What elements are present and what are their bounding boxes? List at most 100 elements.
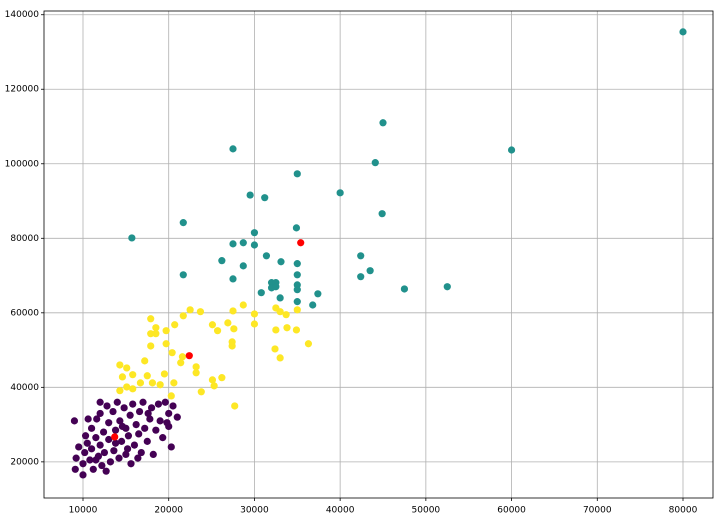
scatter-point	[231, 402, 239, 410]
scatter-point	[192, 369, 200, 377]
x-tick-label: 20000	[154, 506, 183, 516]
scatter-point	[250, 229, 259, 237]
scatter-point	[257, 289, 265, 297]
scatter-point	[118, 373, 127, 381]
y-tick-label: 80000	[10, 234, 39, 244]
scatter-point	[89, 465, 97, 473]
scatter-point	[239, 301, 247, 309]
x-tick-label: 80000	[669, 506, 698, 516]
scatter-point	[309, 301, 317, 309]
grid	[44, 11, 713, 498]
scatter-point	[132, 420, 140, 429]
scatter-point	[261, 194, 269, 202]
scatter-point	[197, 388, 205, 396]
scatter-point	[246, 191, 254, 199]
scatter-point	[276, 354, 284, 362]
scatter-point	[75, 443, 83, 451]
scatter-point	[135, 430, 143, 438]
scatter-point	[129, 385, 137, 393]
scatter-point	[228, 342, 236, 350]
scatter-point	[162, 327, 170, 335]
scatter-point	[120, 404, 128, 412]
scatter-point	[293, 286, 301, 294]
scatter-point	[111, 433, 119, 441]
scatter-point	[224, 319, 232, 327]
scatter-point	[152, 426, 160, 434]
scatter-point	[152, 330, 160, 338]
scatter-point	[277, 258, 285, 266]
scatter-point	[149, 450, 157, 459]
x-tick-label: 70000	[583, 506, 612, 516]
scatter-point	[139, 398, 147, 406]
scatter-point	[173, 413, 181, 421]
scatter-point	[71, 465, 79, 473]
scatter-point	[293, 298, 301, 306]
scatter-point	[179, 271, 187, 279]
scatter-point	[93, 415, 101, 423]
scatter-point	[378, 210, 386, 218]
scatter-point	[229, 145, 237, 153]
scatter-point	[126, 411, 134, 419]
scatter-point	[98, 461, 106, 470]
scatter-point	[87, 445, 96, 453]
x-tick-label: 10000	[69, 506, 98, 516]
scatter-point	[156, 417, 164, 425]
scatter-point	[297, 239, 305, 247]
scatter-point	[118, 422, 127, 431]
scatter-point	[186, 306, 194, 314]
scatter-point	[87, 424, 96, 432]
scatter-point	[154, 400, 163, 408]
scatter-point	[679, 28, 687, 36]
scatter-point	[147, 330, 155, 338]
scatter-point	[400, 285, 409, 293]
scatter-point	[83, 439, 91, 447]
scatter-point	[72, 454, 80, 462]
scatter-point	[230, 325, 238, 333]
scatter-point	[123, 383, 131, 391]
scatter-point	[282, 311, 290, 319]
scatter-point	[196, 308, 205, 316]
y-tick-label: 100000	[5, 159, 40, 169]
scatter-point	[137, 448, 145, 457]
scatter-point	[148, 379, 157, 387]
scatter-point	[168, 349, 176, 357]
scatter-point	[169, 402, 177, 410]
scatter-point	[443, 283, 451, 291]
scatter-point	[357, 252, 365, 260]
scatter-point	[159, 434, 167, 442]
scatter-point	[171, 321, 179, 329]
scatter-point	[208, 321, 217, 329]
scatter-point	[293, 260, 301, 268]
scatter-point	[271, 345, 279, 353]
scatter-point	[163, 419, 171, 427]
scatter-point	[371, 159, 379, 167]
scatter-point	[239, 239, 247, 247]
scatter-point	[105, 419, 113, 427]
scatter-point	[283, 324, 291, 332]
scatter-point	[124, 432, 133, 440]
scatter-point	[102, 467, 110, 475]
scatter-point	[272, 283, 280, 291]
scatter-point	[162, 340, 170, 348]
scatter-point	[167, 443, 175, 451]
scatter-point	[239, 262, 247, 270]
scatter-point	[117, 437, 126, 445]
scatter-point	[272, 326, 280, 334]
scatter-point	[116, 387, 124, 395]
scatter-point	[136, 379, 145, 387]
plot-area	[44, 11, 713, 498]
scatter-point	[99, 428, 108, 436]
scatter-point	[218, 374, 226, 382]
scatter-point	[293, 170, 301, 178]
scatter-point	[147, 315, 155, 323]
scatter-point	[143, 372, 151, 380]
scatter-point	[292, 326, 301, 334]
scatter-point	[92, 456, 100, 464]
scatter-point	[178, 353, 187, 361]
scatter-point	[81, 432, 90, 440]
scatter-point	[127, 460, 135, 468]
scatter-point	[129, 371, 137, 379]
scatter-point	[366, 267, 374, 275]
scatter-point	[103, 402, 111, 410]
scatter-point	[70, 417, 79, 425]
